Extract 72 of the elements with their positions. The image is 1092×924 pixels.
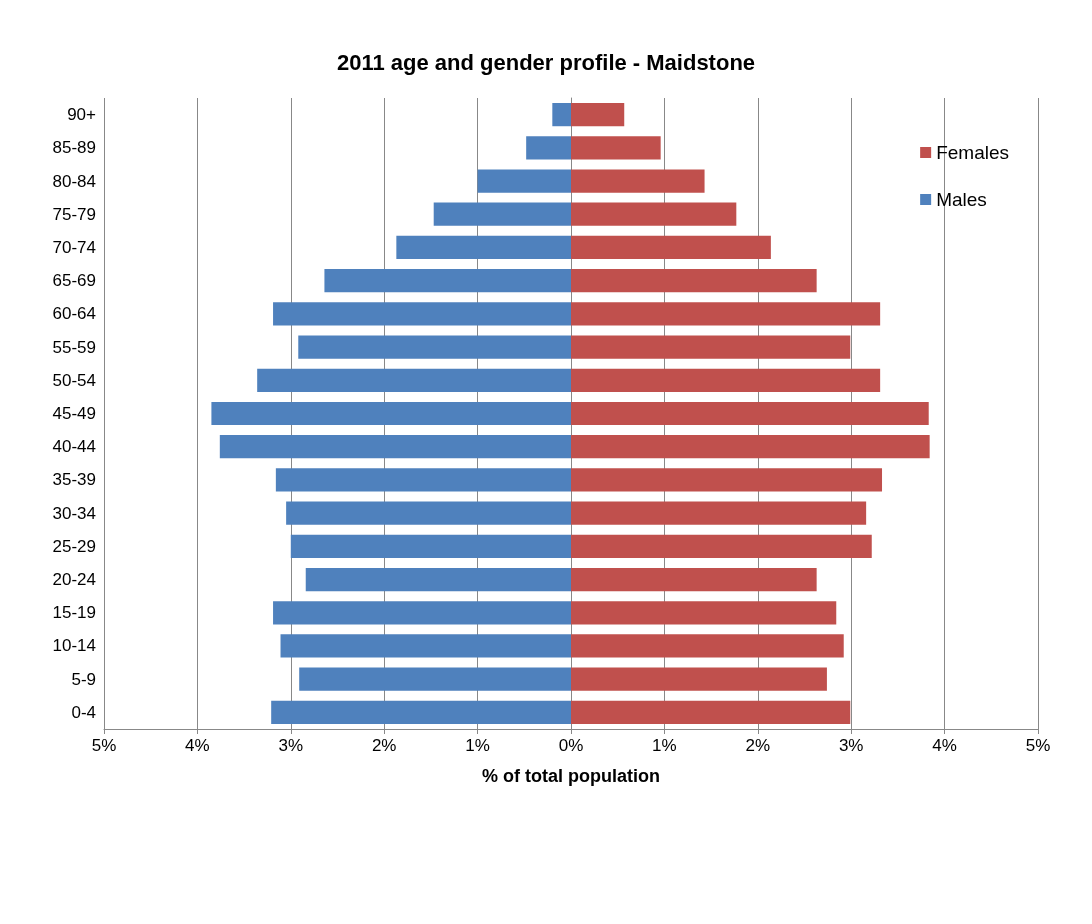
bar (211, 401, 571, 426)
x-tick-label: 2% (745, 736, 771, 755)
y-tick-label: 60-64 (52, 304, 96, 324)
bar (571, 468, 883, 492)
bar (271, 700, 571, 725)
x-tick-label: 3% (838, 736, 864, 755)
y-tick-label: 65-69 (52, 271, 96, 291)
bar (290, 534, 571, 558)
bar (571, 235, 771, 260)
y-tick-label: 90+ (67, 105, 97, 125)
bar (477, 169, 571, 193)
bar (571, 601, 837, 625)
y-tick-label: 80-84 (52, 171, 96, 191)
bar (280, 634, 571, 658)
x-tick-label: 1% (465, 736, 490, 755)
x-tick-label: 4% (185, 736, 210, 755)
x-tick-label: 3% (278, 736, 304, 755)
bar (571, 202, 737, 226)
bar (552, 102, 571, 127)
y-tick-label: 25-29 (52, 536, 96, 556)
bar (571, 335, 851, 359)
y-tick-label: 40-44 (52, 437, 96, 457)
bar (571, 534, 872, 558)
bar (571, 700, 851, 725)
chart-title: 2011 age and gender profile - Maidstone (336, 49, 756, 75)
bar (298, 335, 571, 359)
bar (324, 269, 571, 293)
y-tick-label: 5-9 (71, 669, 96, 689)
y-tick-label: 10-14 (52, 636, 96, 656)
bar (305, 567, 571, 592)
bar (286, 501, 571, 525)
y-tick-label: 55-59 (52, 337, 96, 357)
x-tick-label: 0% (558, 736, 584, 755)
y-tick-label: 50-54 (52, 370, 96, 390)
bar (571, 501, 867, 525)
y-tick-label: 30-34 (52, 503, 96, 523)
bar (273, 601, 571, 625)
bar (571, 634, 844, 658)
y-tick-label: 45-49 (52, 404, 96, 423)
bar (526, 136, 571, 160)
bar (275, 468, 571, 492)
y-tick-label: 70-74 (52, 237, 96, 257)
bar (571, 435, 930, 459)
bar (396, 235, 571, 260)
bar (273, 302, 571, 326)
bar (571, 169, 705, 193)
legend-label: Males (936, 189, 987, 210)
bar (299, 667, 571, 691)
y-tick-label: 85-89 (52, 138, 96, 158)
bar (571, 567, 817, 592)
y-tick-label: 35-39 (52, 470, 96, 490)
x-tick-label: 2% (371, 736, 397, 755)
y-tick-label: 15-19 (52, 603, 96, 623)
legend-label: Females (936, 142, 1009, 163)
bar (571, 269, 817, 293)
x-tick-label: 4% (932, 736, 957, 755)
x-tick-label: 5% (1025, 736, 1051, 755)
bar (571, 667, 827, 691)
bar (571, 102, 625, 127)
x-tick-label: 1% (652, 736, 677, 755)
bar (571, 401, 929, 426)
bar (219, 435, 571, 459)
bar (257, 368, 571, 392)
bar (433, 202, 571, 226)
y-tick-label: 20-24 (52, 570, 96, 590)
y-tick-label: 0-4 (71, 702, 96, 722)
bar (571, 136, 661, 160)
x-tick-label: 5% (91, 736, 117, 755)
y-tick-label: 75-79 (52, 204, 96, 224)
bar (571, 368, 881, 392)
x-axis-title: % of total population (482, 766, 660, 786)
bar (571, 302, 881, 326)
